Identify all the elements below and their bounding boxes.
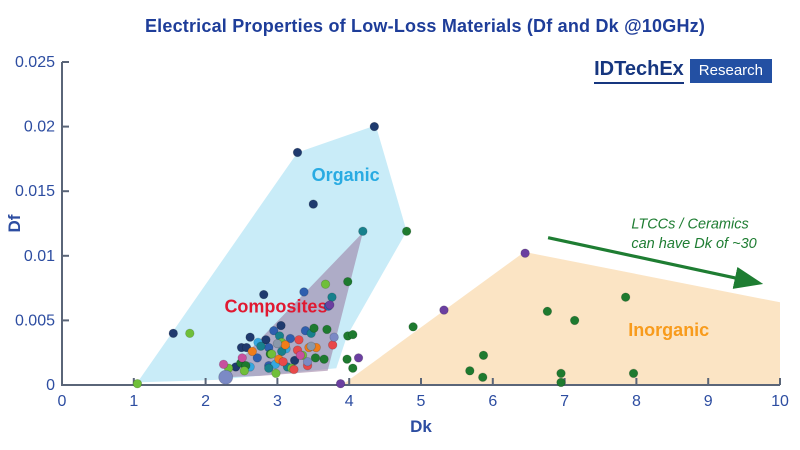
data-point — [439, 305, 449, 315]
region-label-composites: Composites — [224, 297, 327, 317]
region-inorganic — [342, 251, 780, 385]
data-point — [289, 364, 299, 375]
x-axis-label: Dk — [410, 417, 432, 436]
x-tick-label: 9 — [704, 393, 713, 410]
data-point — [269, 326, 279, 336]
data-point — [478, 350, 489, 360]
data-point — [335, 379, 346, 389]
data-point — [132, 379, 143, 389]
idtechex-wordmark: IDTechEx — [594, 58, 684, 84]
data-point — [285, 333, 296, 344]
data-point — [620, 292, 631, 302]
data-point — [302, 357, 313, 367]
data-point — [520, 248, 530, 258]
data-point — [218, 359, 229, 370]
x-tick-label: 5 — [417, 393, 426, 410]
data-point — [271, 368, 281, 379]
data-point — [264, 363, 274, 373]
idtechex-logo: IDTechEx Research — [594, 58, 772, 84]
data-point — [325, 300, 335, 310]
y-tick-label: 0.02 — [24, 119, 55, 136]
y-axis-label: Df — [5, 214, 24, 232]
data-point — [329, 332, 339, 342]
data-point — [310, 353, 321, 363]
annotation-line: LTCCs / Ceramics — [631, 217, 748, 233]
x-tick-label: 7 — [560, 393, 569, 410]
data-point — [259, 289, 269, 300]
region-label-inorganic: Inorganic — [628, 320, 709, 340]
trend-arrow — [547, 236, 764, 289]
data-point — [280, 340, 290, 350]
data-point — [628, 368, 639, 379]
y-tick-label: 0.005 — [15, 312, 55, 329]
data-point — [185, 328, 195, 339]
data-point — [295, 350, 306, 360]
data-point — [306, 341, 316, 351]
data-point — [465, 366, 475, 376]
region-label-organic: Organic — [312, 165, 380, 185]
x-tick-label: 8 — [632, 393, 641, 410]
data-point — [343, 276, 353, 287]
x-tick-label: 3 — [273, 393, 282, 410]
data-point — [348, 363, 358, 373]
data-point — [299, 287, 309, 297]
y-tick-label: 0.025 — [15, 54, 55, 71]
data-point — [256, 341, 266, 351]
x-tick-label: 2 — [201, 393, 210, 410]
x-tick-label: 6 — [488, 393, 497, 410]
data-point — [168, 328, 178, 339]
x-tick-label: 10 — [771, 393, 789, 410]
x-tick-label: 1 — [129, 393, 138, 410]
idtechex-research-badge: Research — [689, 59, 772, 83]
data-point — [556, 377, 566, 388]
annotation-line: can have Dk of ~30 — [631, 236, 756, 252]
data-point — [569, 315, 580, 326]
data-point — [320, 279, 331, 289]
data-point — [292, 147, 303, 158]
y-tick-label: 0 — [46, 377, 55, 394]
data-point — [342, 354, 352, 364]
data-point — [348, 329, 358, 340]
data-point — [218, 369, 234, 385]
data-point — [261, 335, 271, 345]
chart-title: Electrical Properties of Low-Loss Materi… — [144, 16, 706, 36]
data-point — [327, 292, 337, 302]
data-point — [266, 349, 277, 359]
data-point — [408, 322, 418, 332]
data-point — [327, 340, 338, 350]
data-point — [294, 335, 304, 345]
data-point — [252, 353, 262, 363]
data-point — [309, 323, 319, 333]
data-point — [245, 332, 255, 342]
data-point — [239, 366, 250, 376]
data-point — [319, 354, 329, 364]
data-point — [478, 372, 488, 382]
data-point — [308, 199, 319, 209]
x-tick-label: 4 — [345, 393, 354, 410]
y-tick-label: 0.015 — [15, 183, 55, 200]
data-point — [322, 324, 332, 335]
data-point — [272, 338, 283, 349]
data-point — [278, 357, 288, 367]
data-point — [289, 355, 300, 366]
data-point — [369, 121, 380, 132]
data-point — [276, 320, 286, 331]
data-point — [556, 368, 566, 379]
data-point — [237, 353, 247, 363]
data-point — [401, 226, 412, 236]
data-point — [542, 306, 553, 317]
y-tick-label: 0.01 — [24, 248, 55, 265]
x-tick-label: 0 — [58, 393, 67, 410]
data-point — [358, 226, 368, 236]
data-point — [247, 346, 257, 357]
data-point — [353, 353, 364, 363]
